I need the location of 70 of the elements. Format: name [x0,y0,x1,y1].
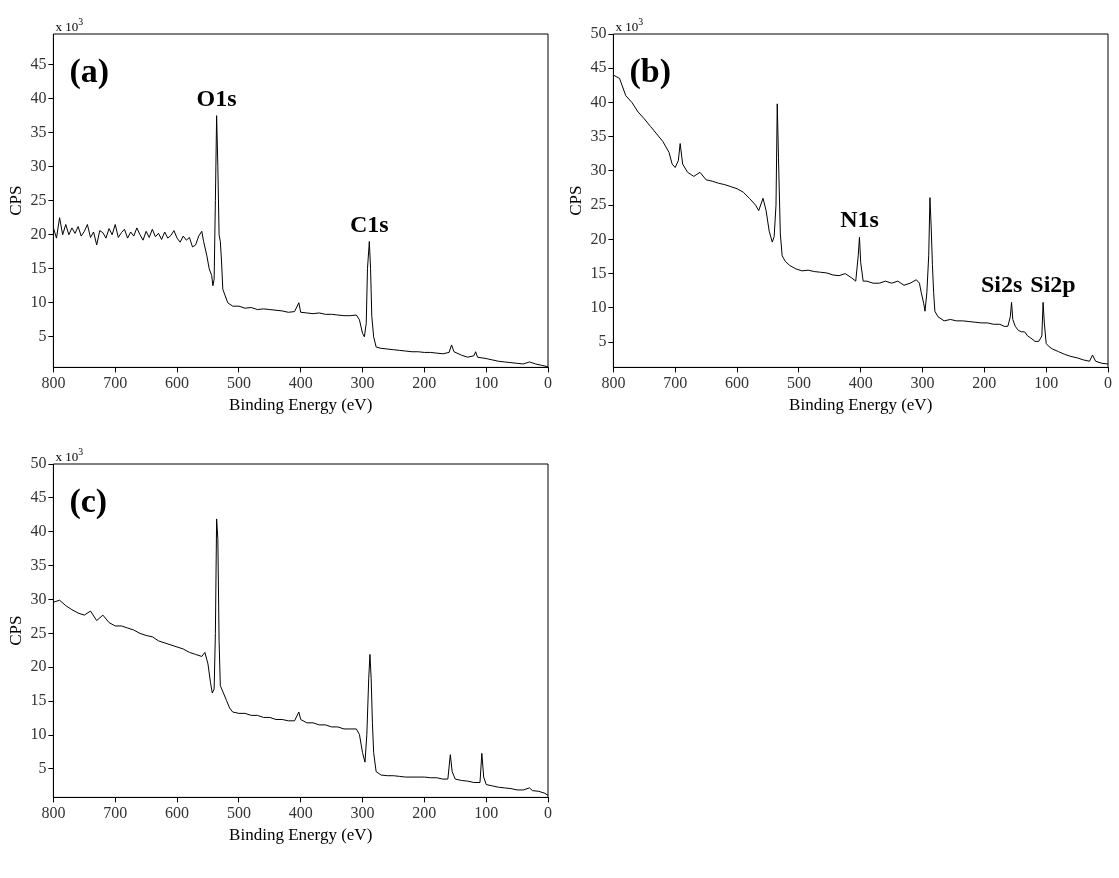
x-tick-label: 100 [474,374,499,392]
y-tick-label: 30 [590,161,607,179]
y-tick-label: 25 [30,623,47,641]
y-tick-label: 50 [30,454,47,472]
annotation: Si2s [980,271,1023,298]
y-tick-label: 15 [590,263,607,281]
y-tick-label: 35 [590,126,607,144]
x-tick-label: 200 [412,374,437,392]
x-tick-label: 200 [412,804,437,822]
y-tick-label: 40 [590,92,607,110]
x-axis-title: Binding Energy (eV) [229,395,373,415]
y-tick-label: 20 [590,229,607,247]
y-tick-label: 25 [590,195,607,213]
y-tick-label: 30 [30,589,47,607]
x-tick-label: 600 [165,374,190,392]
annotation: C1s [349,210,389,237]
x-tick-label: 500 [786,374,811,392]
x-tick-label: 700 [103,804,128,822]
x-tick-label: 400 [288,374,313,392]
x-tick-label: 700 [103,374,128,392]
x-tick-label: 100 [474,804,499,822]
x-tick-label: 400 [848,374,873,392]
x-tick-label: 500 [226,374,251,392]
y-tick-label: 5 [598,332,607,350]
y-tick-label: 20 [30,657,47,675]
text: (a) [69,52,110,90]
y-tick-label: 45 [30,488,47,506]
y-tick-label: 50 [590,24,607,42]
x-tick-label: 0 [544,804,552,822]
x-axis-title: Binding Energy (eV) [789,395,933,415]
y-tick-label: 40 [30,88,47,106]
y-tick-label: 10 [590,298,607,316]
x-tick-label: 300 [910,374,935,392]
x-tick-label: 300 [350,804,375,822]
x-tick-label: 400 [288,804,313,822]
text: (c) [69,482,108,520]
y-tick-label: 10 [30,725,47,743]
text: (b) [629,52,671,90]
y-tick-label: 45 [30,54,47,72]
x-tick-label: 100 [1034,374,1059,392]
x-tick-label: 800 [41,374,66,392]
x-axis-title: Binding Energy (eV) [229,825,373,845]
y-tick-label: 5 [38,326,47,344]
x-tick-label: 300 [350,374,375,392]
x-tick-label: 600 [725,374,750,392]
x-tick-label: 500 [226,804,251,822]
y-tick-label: 20 [30,224,47,242]
annotation: O1s [196,84,237,111]
y-axis-title: CPS [565,185,585,216]
y-tick-label: 40 [30,521,47,539]
x-tick-label: 600 [165,804,190,822]
y-tick-label: 25 [30,190,47,208]
y-tick-label: 35 [30,122,47,140]
annotation: Si2p [1030,271,1076,298]
y-tick-label: 5 [38,759,47,777]
x-tick-label: 0 [1104,374,1112,392]
y-tick-label: 35 [30,555,47,573]
y-tick-label: 15 [30,691,47,709]
x-tick-label: 800 [41,804,66,822]
annotation: N1s [840,206,879,233]
y-axis-title: CPS [5,615,25,646]
x-tick-label: 800 [601,374,626,392]
y-tick-label: 15 [30,258,47,276]
y-tick-label: 45 [590,58,607,76]
x-tick-label: 200 [972,374,997,392]
x-tick-label: 700 [663,374,688,392]
y-axis-title: CPS [5,185,25,216]
y-tick-label: 10 [30,292,47,310]
y-tick-label: 30 [30,156,47,174]
x-tick-label: 0 [544,374,552,392]
